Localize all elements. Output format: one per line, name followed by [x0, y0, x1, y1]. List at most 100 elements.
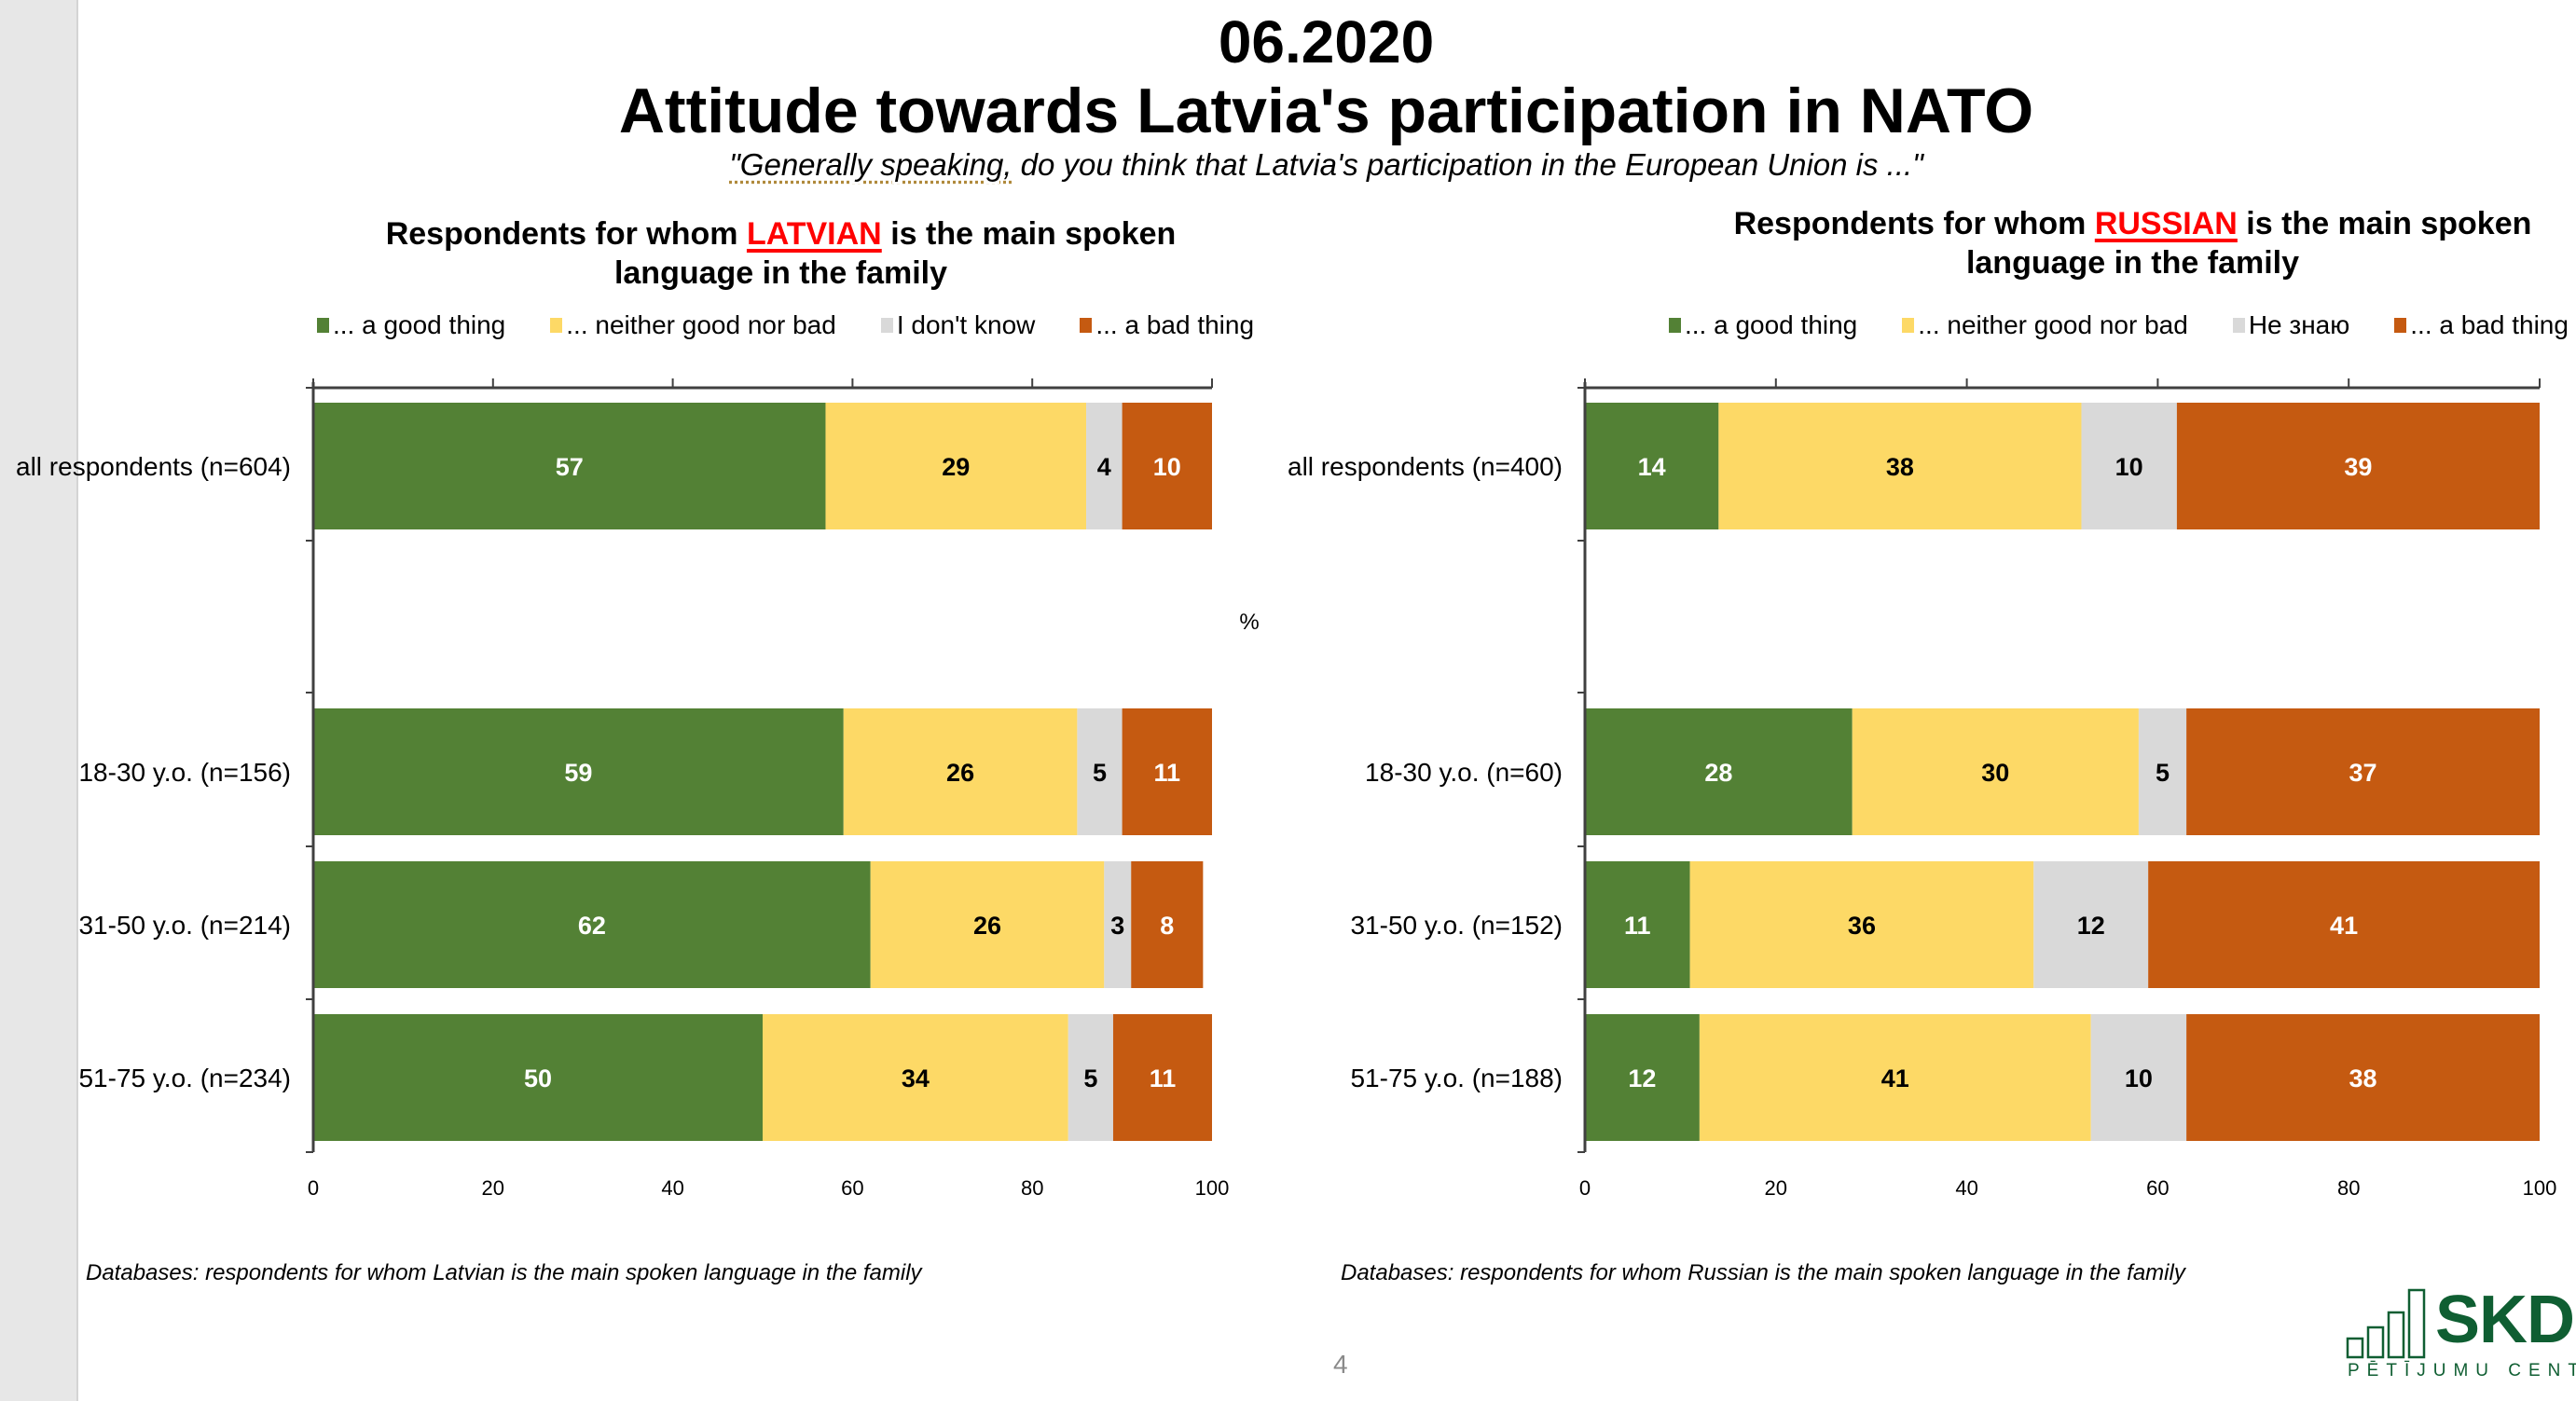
bar-segment-dontknow — [1104, 861, 1132, 988]
legend-russian: ... a good thing ... neither good nor ba… — [1669, 310, 2569, 340]
data-label: 39 — [2344, 453, 2372, 481]
data-label: 57 — [556, 453, 584, 481]
bar-segment-bad — [1122, 708, 1212, 835]
data-label: 59 — [564, 759, 592, 787]
data-label: 38 — [1886, 453, 1914, 481]
heading-highlight: LATVIAN — [746, 216, 882, 252]
legend-swatch — [2232, 318, 2245, 333]
logo-subtitle: PĒTĪJUMU CENTRS — [2348, 1361, 2576, 1380]
legend-swatch — [317, 318, 329, 333]
bar-segment-bad — [1131, 861, 1204, 988]
data-label: 5 — [1093, 759, 1107, 787]
legend-item-neither: ... neither good nor bad — [550, 310, 836, 340]
legend-label: ... a bad thing — [2410, 310, 2569, 339]
legend-item-neither: ... neither good nor bad — [1902, 310, 2188, 340]
bar-segment-dontknow — [1086, 403, 1123, 529]
bar-segment-good — [313, 1014, 763, 1141]
data-label: 3 — [1110, 912, 1124, 940]
data-label: 14 — [1638, 453, 1666, 481]
slide-date: 06.2020 — [1218, 8, 1435, 76]
bar-segment-neither — [825, 403, 1087, 529]
legend-item-good: ... a good thing — [317, 310, 505, 340]
category-label: 31-50 y.o. (n=214) — [78, 911, 291, 940]
legend-label: ... neither good nor bad — [1918, 310, 2188, 339]
bar-segment-good — [313, 403, 826, 529]
bar-segment-good — [1585, 403, 1719, 529]
heading-suffix: is the main spoken — [881, 216, 1177, 252]
x-tick-label: 100 — [2523, 1176, 2557, 1200]
bar-segment-dontknow — [1077, 708, 1123, 835]
data-label: 34 — [902, 1064, 930, 1092]
legend-item-bad: ... a bad thing — [1080, 310, 1254, 340]
bar-segment-bad — [2186, 708, 2540, 835]
bar-segment-bad — [1112, 1014, 1212, 1141]
bar-segment-good — [313, 708, 844, 835]
footnote-latvian: Databases: respondents for whom Latvian … — [86, 1260, 922, 1285]
subtitle-underlined-part: "Generally speaking, — [729, 147, 1012, 182]
legend-item-dontknow: I don't know — [880, 310, 1036, 340]
data-label: 28 — [1704, 759, 1732, 787]
subtitle-rest: do you think that Latvia's participation… — [1012, 147, 1923, 182]
bar-segment-neither — [763, 1014, 1068, 1141]
axis-title-percent: % — [1239, 610, 1259, 635]
question-subtitle: "Generally speaking, do you think that L… — [76, 147, 2576, 183]
data-label: 26 — [973, 912, 1001, 940]
data-label: 41 — [2330, 912, 2358, 940]
legend-swatch — [1080, 318, 1093, 333]
data-label: 5 — [1083, 1064, 1097, 1092]
legend-item-good: ... a good thing — [1669, 310, 1857, 340]
bar-segment-neither — [1852, 708, 2139, 835]
x-tick-label: 100 — [1195, 1176, 1230, 1200]
chart-russian: 14 38 10 39 28 30 5 37 11 36 12 41 12 41 10 38 0 20 40 60 80… — [1288, 378, 2556, 1200]
bar-segment-dontknow — [1068, 1014, 1113, 1141]
bar-segment-good — [1585, 861, 1690, 988]
data-label: 12 — [1628, 1064, 1656, 1092]
data-label: 11 — [1624, 912, 1651, 940]
legend-swatch — [2394, 318, 2407, 333]
bar-segment-good — [1585, 1014, 1700, 1141]
x-tick-label: 40 — [661, 1176, 683, 1200]
footnote-russian: Databases: respondents for whom Russian … — [1341, 1260, 2185, 1285]
legend-label: ... neither good nor bad — [566, 310, 836, 339]
bar-segment-bad — [1122, 403, 1212, 529]
bar-segment-good — [313, 861, 871, 988]
heading-highlight: RUSSIAN — [2094, 206, 2238, 241]
bar-segment-dontknow — [2090, 1014, 2187, 1141]
page-number: 4 — [1333, 1350, 1348, 1379]
data-label: 11 — [1154, 759, 1181, 787]
bar-segment-bad — [2148, 861, 2540, 988]
logo-bars-icon — [2346, 1288, 2426, 1359]
bar-segment-neither — [870, 861, 1105, 988]
category-label: 18-30 y.o. (n=60) — [1365, 758, 1563, 787]
data-label: 5 — [2156, 759, 2170, 787]
x-tick-label: 60 — [841, 1176, 863, 1200]
category-label: all respondents (n=400) — [1288, 452, 1563, 481]
bar-segment-neither — [1718, 403, 2082, 529]
chart-heading-russian: Respondents for whom RUSSIAN is the main… — [1706, 204, 2559, 282]
data-label: 8 — [1160, 912, 1174, 940]
heading-line2: language in the family — [1965, 245, 2300, 281]
heading-suffix: is the main spoken — [2237, 206, 2532, 241]
data-label: 41 — [1881, 1064, 1909, 1092]
x-tick-label: 20 — [1765, 1176, 1787, 1200]
x-tick-label: 80 — [2337, 1176, 2360, 1200]
data-label: 30 — [1981, 759, 2009, 787]
category-label: 51-75 y.o. (n=234) — [78, 1064, 291, 1092]
heading-prefix: Respondents for whom — [1733, 206, 2095, 241]
skds-logo: SKDS PĒTĪJUMU CENTRS — [2346, 1283, 2576, 1383]
legend-item-bad: ... a bad thing — [2394, 310, 2569, 340]
heading-prefix: Respondents for whom — [385, 216, 747, 252]
data-label: 10 — [1153, 453, 1181, 481]
legend-swatch — [1902, 318, 1915, 333]
bar-segment-dontknow — [2081, 403, 2177, 529]
data-label: 11 — [1150, 1064, 1177, 1092]
legend-swatch — [550, 318, 563, 333]
slide-sidebar — [0, 0, 78, 1401]
data-label: 29 — [942, 453, 970, 481]
legend-label: I don't know — [896, 310, 1036, 339]
legend-item-dontknow: Не знаю — [2232, 310, 2349, 340]
legend-swatch — [1669, 318, 1681, 333]
x-tick-label: 20 — [482, 1176, 504, 1200]
data-label: 62 — [578, 912, 606, 940]
